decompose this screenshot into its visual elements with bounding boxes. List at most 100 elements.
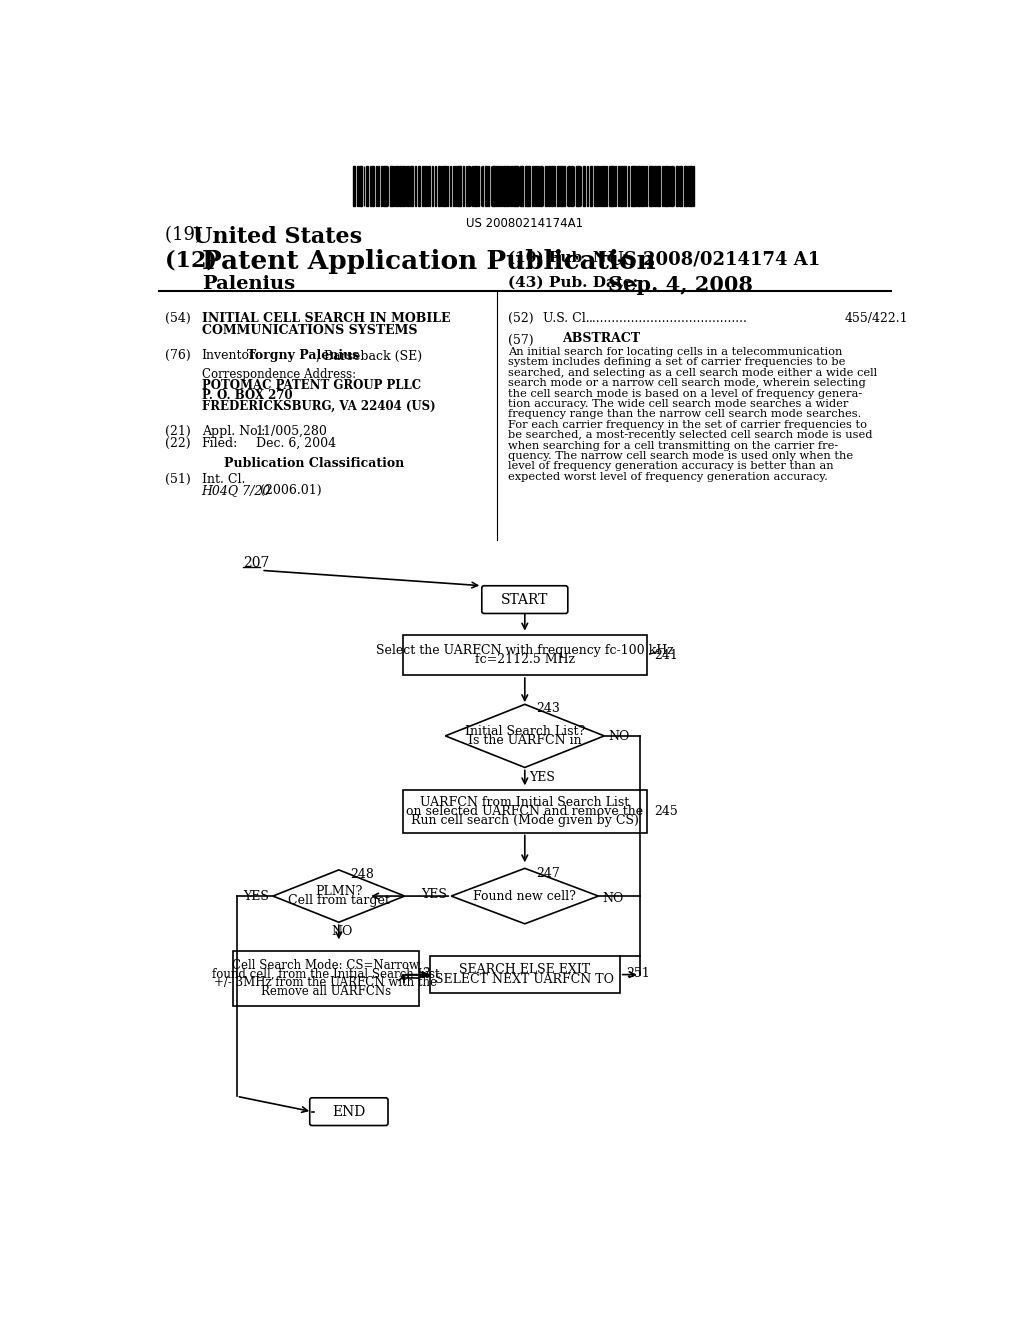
Text: Cell Search Mode: CS=Narrow: Cell Search Mode: CS=Narrow	[232, 958, 419, 972]
Text: NO: NO	[602, 892, 624, 906]
Text: Palenius: Palenius	[203, 276, 296, 293]
Bar	[679, 166, 681, 206]
Text: Int. Cl.: Int. Cl.	[202, 473, 245, 486]
Text: Torgny Palenius: Torgny Palenius	[247, 350, 358, 363]
Bar	[430, 956, 620, 993]
Bar	[404, 166, 407, 206]
Text: 251: 251	[626, 966, 649, 979]
Bar	[516, 166, 518, 206]
Bar	[487, 166, 489, 206]
Text: fc=2112.5 MHz: fc=2112.5 MHz	[475, 653, 574, 667]
Bar	[526, 166, 528, 206]
Text: level of frequency generation accuracy is better than an: level of frequency generation accuracy i…	[508, 462, 834, 471]
Bar	[621, 166, 622, 206]
Text: (19): (19)	[165, 226, 208, 244]
Text: Found new cell?: Found new cell?	[473, 890, 577, 903]
Text: 247: 247	[537, 867, 560, 880]
Text: NO: NO	[331, 924, 352, 937]
Text: searched, and selecting as a cell search mode either a wide cell: searched, and selecting as a cell search…	[508, 368, 877, 378]
Text: P. O. BOX 270: P. O. BOX 270	[202, 389, 292, 403]
Bar	[617, 166, 620, 206]
Bar	[557, 166, 559, 206]
Bar	[402, 166, 403, 206]
Text: 207: 207	[243, 557, 269, 570]
Bar	[612, 166, 614, 206]
Bar	[356, 166, 358, 206]
Text: For each carrier frequency in the set of carrier frequencies to: For each carrier frequency in the set of…	[508, 420, 866, 430]
Bar	[410, 166, 414, 206]
Bar	[506, 166, 508, 206]
Text: H04Q 7/20: H04Q 7/20	[202, 484, 271, 498]
Bar	[381, 166, 382, 206]
Bar	[520, 166, 521, 206]
Bar	[474, 166, 477, 206]
Bar	[560, 166, 563, 206]
Text: .........................................: ........................................…	[589, 313, 748, 326]
Text: (51): (51)	[165, 473, 190, 486]
Text: Initial Search List?: Initial Search List?	[465, 725, 585, 738]
Text: 241: 241	[654, 649, 679, 661]
Bar	[676, 166, 678, 206]
Text: NO: NO	[608, 730, 630, 743]
Text: when searching for a cell transmitting on the carrier fre-: when searching for a cell transmitting o…	[508, 441, 838, 450]
Text: (12): (12)	[165, 249, 225, 272]
Bar	[394, 166, 395, 206]
Bar	[402, 791, 647, 833]
Bar	[684, 166, 687, 206]
Text: 249: 249	[423, 966, 446, 979]
Bar	[687, 166, 690, 206]
Text: Correspondence Address:: Correspondence Address:	[202, 368, 355, 381]
Text: (10) Pub. No.:: (10) Pub. No.:	[508, 251, 628, 265]
Bar	[396, 166, 397, 206]
Bar	[671, 166, 673, 206]
Text: quency. The narrow cell search mode is used only when the: quency. The narrow cell search mode is u…	[508, 451, 853, 461]
Text: Is the UARFCN in: Is the UARFCN in	[468, 734, 582, 747]
Text: (54): (54)	[165, 313, 190, 326]
Bar	[468, 166, 470, 206]
Text: (43) Pub. Date:: (43) Pub. Date:	[508, 276, 638, 289]
Text: 11/005,280: 11/005,280	[256, 425, 328, 438]
Text: +/- 3MHz from the UARFCN with the: +/- 3MHz from the UARFCN with the	[214, 977, 437, 990]
Bar	[484, 166, 486, 206]
Bar	[385, 166, 387, 206]
Text: on selected UARFCN and remove the: on selected UARFCN and remove the	[407, 805, 643, 818]
Bar	[435, 166, 436, 206]
Bar	[631, 166, 633, 206]
Text: ABSTRACT: ABSTRACT	[562, 333, 640, 346]
Text: system includes defining a set of carrier frequencies to be: system includes defining a set of carrie…	[508, 358, 845, 367]
Text: Select the UARFCN with frequency fc-100 kHz: Select the UARFCN with frequency fc-100 …	[376, 644, 674, 657]
Bar	[422, 166, 423, 206]
Bar	[541, 166, 542, 206]
Text: US 20080214174A1: US 20080214174A1	[466, 216, 584, 230]
Bar	[372, 166, 375, 206]
Bar	[536, 166, 538, 206]
Text: Patent Application Publication: Patent Application Publication	[203, 249, 656, 275]
Text: be searched, a most-recently selected cell search mode is used: be searched, a most-recently selected ce…	[508, 430, 872, 440]
Text: 455/422.1: 455/422.1	[845, 313, 908, 326]
FancyBboxPatch shape	[481, 586, 568, 614]
Bar	[232, 950, 419, 1006]
Text: expected worst level of frequency generation accuracy.: expected worst level of frequency genera…	[508, 471, 827, 482]
Text: FREDERICKSBURG, VA 22404 (US): FREDERICKSBURG, VA 22404 (US)	[202, 400, 435, 413]
Text: 245: 245	[654, 805, 678, 818]
Text: 248: 248	[350, 869, 375, 882]
Bar	[463, 166, 464, 206]
Bar	[603, 166, 604, 206]
Bar	[457, 166, 460, 206]
Bar	[665, 166, 667, 206]
Text: frequency range than the narrow cell search mode searches.: frequency range than the narrow cell sea…	[508, 409, 861, 420]
Bar	[383, 166, 385, 206]
Bar	[654, 166, 655, 206]
Text: SEARCH ELSE EXIT: SEARCH ELSE EXIT	[459, 964, 591, 977]
Bar	[359, 166, 360, 206]
Polygon shape	[273, 870, 404, 923]
Bar	[596, 166, 598, 206]
Text: Inventor:: Inventor:	[202, 350, 260, 363]
FancyBboxPatch shape	[309, 1098, 388, 1126]
Bar	[568, 166, 569, 206]
Text: An initial search for locating cells in a telecommunication: An initial search for locating cells in …	[508, 347, 842, 356]
Bar	[432, 166, 433, 206]
Bar	[637, 166, 640, 206]
Text: (52): (52)	[508, 313, 534, 326]
Text: Filed:: Filed:	[202, 437, 238, 450]
